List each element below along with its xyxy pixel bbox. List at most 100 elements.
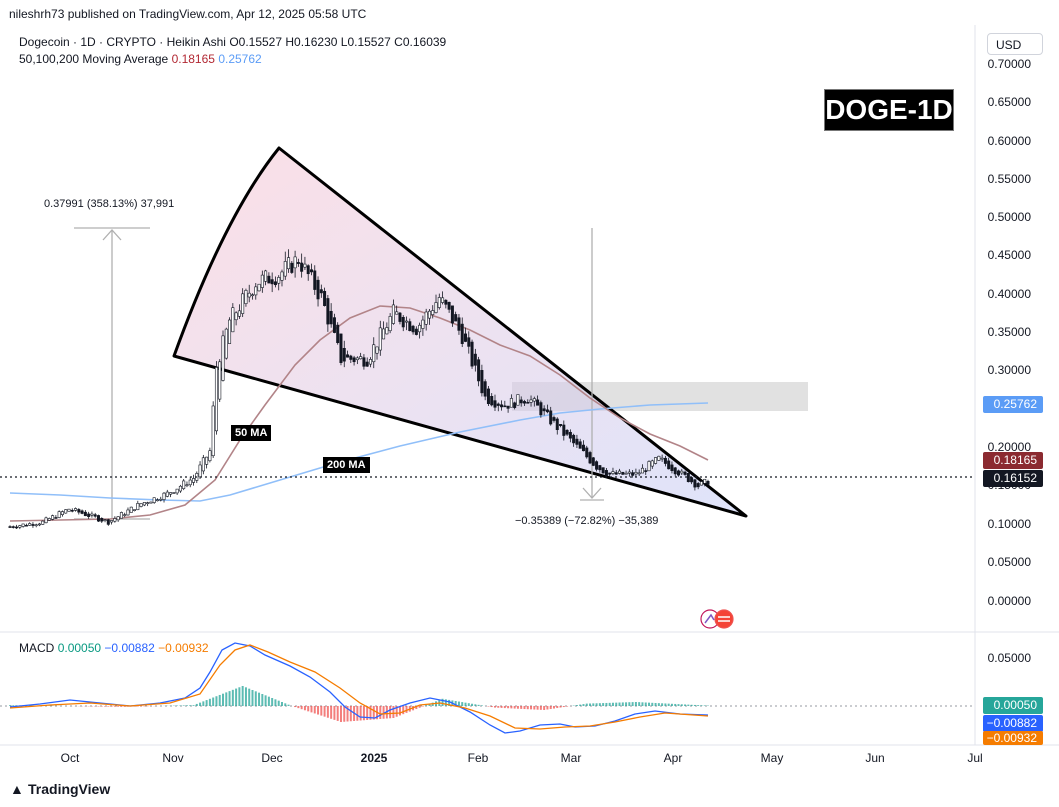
candle-body [106, 519, 110, 525]
candle-body [47, 518, 51, 521]
candle-body [60, 511, 64, 515]
candle-body [234, 312, 238, 321]
candle-body [352, 357, 356, 363]
candle-body [221, 335, 225, 381]
currency-button[interactable]: USD [987, 33, 1043, 55]
ma200-label: 200 MA [323, 457, 370, 473]
macd-hist-bar [9, 705, 11, 706]
doge-watermark: DOGE-1D [824, 89, 954, 131]
macd-hist-bar [104, 706, 107, 707]
macd-hist-bar [457, 701, 460, 706]
x-tick: Dec [261, 751, 282, 765]
macd-hist-bar [294, 706, 297, 708]
candle-body [572, 434, 576, 444]
candle-body [290, 262, 294, 273]
candle-body [37, 523, 41, 526]
macd-hist-bar [441, 698, 444, 706]
macd-hist-bar [395, 706, 398, 717]
candle-body [346, 354, 350, 358]
candle-body [424, 311, 428, 325]
candle-body [627, 471, 631, 474]
macd-hist-bar [284, 703, 287, 706]
candle-body [595, 461, 599, 470]
macd-hist-bar [428, 703, 431, 706]
candle-body [264, 270, 268, 282]
symbol-name[interactable]: Dogecoin · 1D · CRYPTO · Heikin Ashi [19, 35, 226, 49]
x-tick: Nov [162, 751, 183, 765]
candle-body [614, 472, 618, 475]
macd-hist-bar [556, 706, 559, 709]
candle-body [418, 324, 422, 333]
macd-hist-bar [674, 703, 677, 706]
macd-hist-bar [372, 706, 375, 720]
tradingview-brand-text: TradingView [28, 781, 111, 797]
tradingview-logo[interactable]: ▲ TradingView [10, 781, 110, 797]
candle-body [54, 517, 58, 519]
macd-hist-bar [641, 702, 644, 706]
candle-body [336, 324, 340, 343]
candle-body [500, 404, 504, 408]
candle-body [637, 472, 641, 475]
macd-hist-bar [222, 693, 225, 706]
macd-hist-bar [654, 702, 657, 706]
macd-hist-bar [448, 699, 451, 706]
macd-hist-bar [225, 692, 228, 706]
candle-body [382, 328, 386, 340]
candle-body [67, 508, 71, 512]
rise-measure-label: 0.37991 (358.13%) 37,991 [44, 198, 175, 210]
candle-body [545, 409, 549, 413]
macd-hist-bar [513, 706, 516, 709]
x-tick: Oct [61, 751, 80, 765]
macd-hist-bar [549, 706, 552, 710]
x-axis: Oct Nov Dec 2025 Feb Mar Apr May Jun Jul [61, 751, 983, 765]
macd-hist-bar [621, 702, 624, 706]
candle-body [460, 323, 464, 344]
macd-hist-bar [415, 706, 418, 710]
macd-hist-bar [251, 690, 254, 706]
macd-hist-bar [562, 706, 565, 708]
candle-body [405, 320, 409, 323]
candle-body [555, 418, 559, 431]
macd-legend-label[interactable]: MACD [19, 641, 55, 655]
candle-body [608, 472, 612, 475]
candle-body [257, 283, 261, 292]
y-axis: 0.70000 0.65000 0.60000 0.55000 0.50000 … [988, 57, 1032, 665]
macd-hist-bar [467, 703, 470, 706]
macd-hist-bar [526, 706, 529, 710]
candle-body [365, 361, 369, 367]
candle-body [280, 271, 284, 281]
macd-hist-bar [700, 705, 703, 706]
candle-body [214, 367, 218, 432]
macd-hist-bar [497, 706, 500, 708]
candle-body [74, 508, 78, 511]
candle-body [470, 341, 474, 367]
candle-body [516, 394, 520, 406]
macd-hist-bar [474, 704, 477, 706]
ma-legend: 50,100,200 Moving Average 0.18165 0.2576… [19, 52, 262, 66]
macd-hist-bar [307, 706, 310, 712]
candle-body [496, 403, 500, 406]
macd-hist-bar [602, 703, 605, 706]
candle-body [644, 470, 648, 472]
candle-body [673, 467, 677, 475]
macd-hist-bar [536, 706, 539, 710]
candle-body [283, 261, 287, 277]
macd-hist-bar [651, 702, 654, 706]
tv-badge-icon[interactable] [700, 609, 734, 629]
ma-legend-label[interactable]: 50,100,200 Moving Average [19, 52, 169, 66]
macd-hist-bar [516, 706, 519, 709]
low-value: L0.15527 [340, 35, 391, 49]
macd-hist-bar [382, 706, 385, 719]
candle-body [696, 483, 700, 488]
macd-hist-bar [575, 705, 578, 706]
candle-body [80, 510, 84, 514]
macd-hist-bar [280, 702, 283, 706]
macd-hist-bar [28, 705, 31, 706]
candle-body [34, 524, 38, 527]
macd-hist-bar [238, 687, 241, 706]
macd-hist-bar [500, 706, 503, 708]
macd-value-3: −0.00932 [158, 641, 209, 655]
macd-hist-bar [566, 706, 569, 707]
macd-hist-bar [625, 702, 628, 706]
